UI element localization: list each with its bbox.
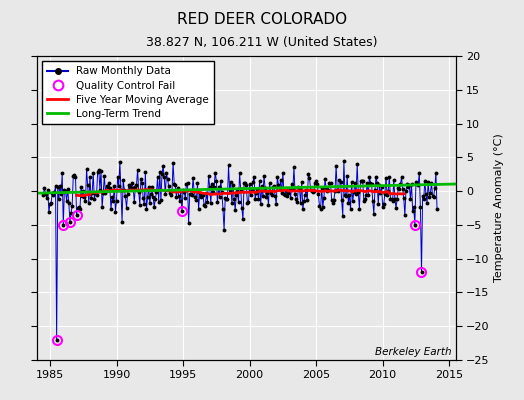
Legend: Raw Monthly Data, Quality Control Fail, Five Year Moving Average, Long-Term Tren: Raw Monthly Data, Quality Control Fail, … xyxy=(42,61,214,124)
Text: Berkeley Earth: Berkeley Earth xyxy=(375,347,452,357)
Text: RED DEER COLORADO: RED DEER COLORADO xyxy=(177,12,347,27)
Y-axis label: Temperature Anomaly (°C): Temperature Anomaly (°C) xyxy=(494,134,504,282)
Text: 38.827 N, 106.211 W (United States): 38.827 N, 106.211 W (United States) xyxy=(146,36,378,49)
